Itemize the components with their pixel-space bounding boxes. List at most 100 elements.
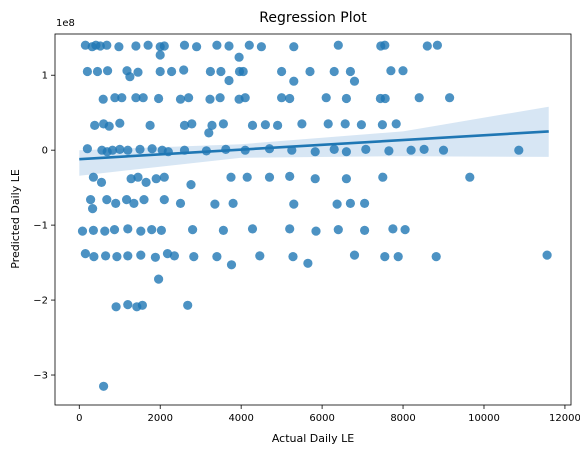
scatter-point (109, 225, 120, 235)
scatter-point (189, 252, 199, 262)
scatter-point (384, 146, 394, 156)
scatter-point (303, 258, 313, 268)
scatter-point (188, 225, 198, 235)
scatter-point (135, 144, 145, 154)
scatter-point (323, 119, 333, 129)
x-tick-label: 6000 (309, 413, 334, 424)
scatter-point (361, 144, 371, 154)
scatter-point (90, 120, 100, 130)
scatter-point (273, 120, 283, 130)
scatter-point (310, 147, 320, 157)
scatter-point (114, 42, 124, 52)
scatter-point (432, 40, 442, 50)
scatter-point (207, 120, 217, 130)
scatter-point (77, 226, 88, 236)
scatter-point (406, 145, 416, 155)
scatter-point (159, 41, 169, 51)
scatter-point (311, 226, 321, 236)
scatter-point (226, 172, 236, 182)
scatter-point (102, 40, 112, 50)
scatter-point (175, 198, 186, 208)
scatter-point (238, 66, 248, 77)
scatter-point (169, 251, 179, 261)
scatter-point (192, 42, 202, 52)
scatter-point (129, 198, 139, 208)
scatter-point (345, 198, 355, 208)
scatter-point (167, 66, 177, 77)
scatter-point (333, 40, 343, 50)
scatter-point (445, 93, 455, 103)
scatter-point (349, 250, 360, 260)
x-tick-label: 10000 (468, 413, 500, 424)
scatter-point (82, 66, 92, 77)
scatter-point (131, 93, 141, 103)
scatter-point (96, 177, 107, 187)
scatter-point (465, 172, 475, 182)
scatter-point (154, 274, 164, 284)
scatter-point (110, 93, 120, 103)
scatter-point (179, 65, 189, 75)
y-tick-label: −1 (33, 221, 48, 232)
scatter-point (147, 144, 157, 154)
scatter-point (80, 249, 90, 259)
scatter-point (104, 121, 114, 131)
scatter-point (204, 128, 214, 138)
scatter-point (400, 225, 410, 235)
scatter-point (184, 93, 194, 103)
scatter-point (247, 120, 258, 130)
y-tick-label: −3 (33, 371, 48, 382)
scatter-point (341, 93, 351, 104)
scatter-point (289, 199, 299, 209)
scatter-point (329, 66, 339, 77)
scatter-point (377, 120, 387, 130)
scatter-point (288, 252, 298, 262)
scatter-point (183, 300, 193, 310)
scatter-point (117, 93, 127, 103)
scatter-point (131, 41, 141, 51)
scatter-point (224, 41, 234, 51)
scatter-point (297, 119, 307, 129)
x-axis-label: Actual Daily LE (272, 432, 354, 445)
scatter-point (123, 251, 133, 261)
scatter-point (133, 67, 143, 77)
scatter-point (398, 66, 408, 76)
scatter-point (205, 94, 215, 104)
scatter-point (147, 225, 157, 235)
y-tick-label: −2 (33, 296, 48, 307)
scatter-point (138, 93, 148, 103)
chart-title: Regression Plot (259, 10, 367, 26)
scatter-point (143, 40, 153, 50)
scatter-point (247, 224, 258, 234)
scatter-point (215, 93, 225, 103)
scatter-point (115, 144, 125, 154)
scatter-point (386, 66, 396, 76)
scatter-point (92, 66, 103, 77)
scatter-point (224, 75, 234, 86)
scatter-point (159, 172, 169, 182)
scatter-point (310, 174, 320, 184)
scatter-point (150, 252, 160, 262)
y-axis-label: Predicted Daily LE (9, 169, 22, 269)
scatter-point (98, 94, 108, 104)
scatter-point (205, 66, 215, 77)
scatter-point (126, 174, 136, 184)
scatter-point (321, 93, 331, 103)
scatter-point (542, 250, 552, 260)
scatter-points-layer (77, 40, 552, 391)
y-multiplier-label: 1e8 (56, 18, 75, 29)
x-tick-label: 8000 (390, 413, 415, 424)
regression-line-layer (79, 130, 549, 161)
scatter-point (159, 195, 169, 205)
scatter-point (111, 198, 121, 208)
scatter-point (156, 225, 166, 235)
scatter-point (89, 252, 99, 262)
scatter-point (187, 119, 197, 129)
scatter-point (115, 118, 125, 128)
x-tick-label: 4000 (228, 413, 253, 424)
plot-area-frame (54, 33, 572, 406)
scatter-point (255, 251, 265, 261)
scatter-point (380, 40, 390, 50)
scatter-point (218, 225, 228, 235)
scatter-point (179, 40, 190, 50)
scatter-point (99, 381, 109, 391)
